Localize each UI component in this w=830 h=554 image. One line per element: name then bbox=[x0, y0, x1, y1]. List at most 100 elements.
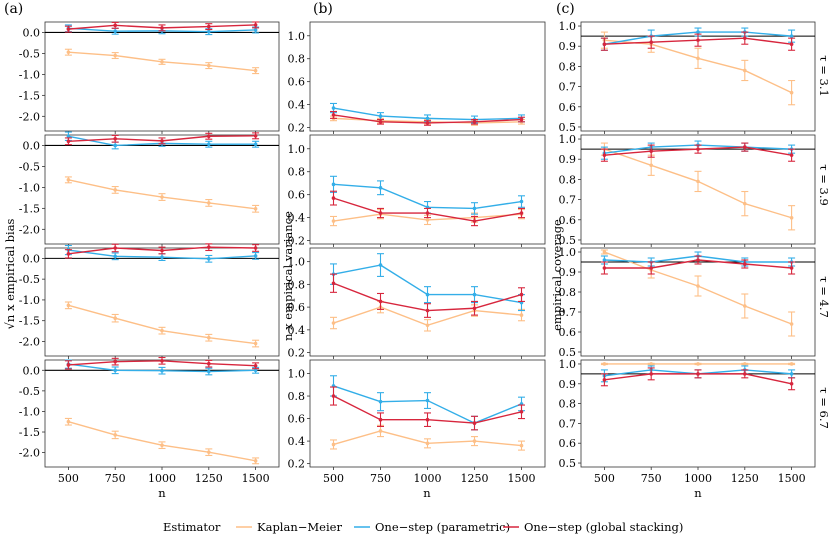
kaplan-meier-point bbox=[160, 195, 164, 199]
parametric-point bbox=[519, 199, 524, 204]
kaplan-meier-point bbox=[113, 188, 117, 192]
global-stacking-point bbox=[331, 196, 336, 200]
kaplan-meier-point bbox=[207, 63, 211, 68]
x-axis-title-a: n bbox=[158, 486, 166, 500]
column-label-b: (b) bbox=[313, 1, 333, 17]
y-tick-label: 0.6 bbox=[559, 326, 577, 339]
y-tick-label: 0.6 bbox=[288, 301, 306, 314]
global-stacking-point bbox=[472, 421, 477, 425]
y-tick-label: 0.0 bbox=[23, 252, 41, 265]
global-stacking-point bbox=[472, 219, 477, 223]
y-tick-label: -0.5 bbox=[19, 385, 40, 398]
kaplan-meier-point bbox=[425, 441, 430, 446]
global-stacking-point bbox=[113, 136, 117, 141]
x-tick-label: 1000 bbox=[148, 472, 176, 485]
parametric-point bbox=[207, 142, 211, 147]
global-stacking-point bbox=[113, 359, 117, 364]
kaplan-meier-point bbox=[602, 362, 607, 366]
x-tick-label: 1500 bbox=[242, 472, 270, 485]
global-stacking-point bbox=[743, 372, 747, 376]
global-stacking-point bbox=[425, 121, 430, 125]
y-tick-label: 0.2 bbox=[288, 458, 306, 471]
y-tick-label: 0.7 bbox=[559, 306, 577, 319]
panel-coverage-r4: 1.0 0.9 0.8 0.7 0.6 0.5 500 750 1000 1250 1500 bbox=[559, 358, 816, 485]
global-stacking-point bbox=[472, 120, 477, 124]
y-tick-label: -0.5 bbox=[19, 47, 40, 60]
y-tick-label: -0.5 bbox=[19, 273, 40, 286]
row-strip-label-4: τ = 6.7 bbox=[817, 387, 830, 429]
kaplan-meier-point bbox=[378, 429, 383, 433]
parametric-point bbox=[425, 116, 430, 121]
panels: 0.0 -0.5 -1.0 -1.5 -2.0 1.0 0.8 0.6 0.4 0.2 1.0 0.9… bbox=[19, 20, 816, 485]
y-tick-label: 0.6 bbox=[288, 76, 306, 89]
y-tick-label: 0.8 bbox=[559, 60, 577, 73]
panel-variance-r3: 1.0 0.8 0.6 0.4 0.2 bbox=[288, 247, 546, 360]
kaplan-meier-point bbox=[331, 321, 336, 325]
parametric-point bbox=[160, 368, 164, 373]
kaplan-meier-point bbox=[649, 163, 653, 168]
y-tick-label: 0.8 bbox=[288, 278, 306, 291]
global-stacking-point bbox=[696, 372, 700, 376]
global-stacking-point bbox=[743, 36, 747, 40]
global-stacking-point bbox=[696, 38, 700, 42]
parametric-point bbox=[472, 292, 477, 297]
parametric-point bbox=[602, 258, 607, 262]
kaplan-meier-point bbox=[113, 433, 117, 437]
global-stacking-point bbox=[789, 42, 794, 47]
kaplan-meier-point bbox=[519, 443, 524, 448]
y-tick-label: 0.5 bbox=[559, 121, 577, 134]
global-stacking-point bbox=[425, 417, 430, 422]
kaplan-meier-point bbox=[743, 201, 747, 206]
panel-border bbox=[309, 21, 546, 132]
column-label-a: (a) bbox=[4, 1, 23, 17]
parametric-point bbox=[425, 292, 430, 297]
y-tick-label: 0.4 bbox=[288, 324, 306, 337]
parametric-point bbox=[331, 182, 336, 187]
global-stacking-point bbox=[378, 211, 383, 215]
global-stacking-point bbox=[253, 23, 258, 27]
kaplan-meier-point bbox=[789, 215, 794, 220]
global-stacking-point bbox=[425, 308, 430, 313]
global-stacking-point bbox=[207, 24, 211, 29]
panel-variance-r2: 1.0 0.8 0.6 0.4 0.2 bbox=[288, 134, 546, 248]
global-stacking-point bbox=[789, 266, 794, 270]
global-stacking-point bbox=[66, 139, 71, 144]
kaplan-meier-point bbox=[743, 68, 747, 73]
kaplan-meier-point bbox=[66, 178, 71, 182]
y-tick-label: 0.0 bbox=[23, 139, 41, 152]
panel-coverage-r1: 1.0 0.9 0.8 0.7 0.6 0.5 bbox=[559, 20, 816, 134]
y-tick-label: 0.6 bbox=[559, 437, 577, 450]
global-stacking-point bbox=[649, 40, 653, 44]
y-tick-label: -2.0 bbox=[19, 223, 40, 236]
global-stacking-point bbox=[253, 246, 258, 250]
x-tick-label: 500 bbox=[594, 472, 615, 485]
kaplan-meier-point bbox=[253, 206, 258, 211]
parametric-point bbox=[113, 254, 117, 259]
y-tick-label: 0.9 bbox=[559, 266, 577, 279]
legend-label-kaplan-meier: Kaplan−Meier bbox=[257, 520, 342, 534]
global-stacking-point bbox=[113, 23, 117, 28]
kaplan-meier-point bbox=[66, 303, 71, 308]
panel-bias-r1: 0.0 -0.5 -1.0 -1.5 -2.0 bbox=[19, 21, 280, 134]
y-tick-label: 1.0 bbox=[288, 368, 306, 381]
kaplan-meier-point bbox=[696, 179, 700, 184]
y-tick-label: -0.5 bbox=[19, 160, 40, 173]
y-tick-label: 1.0 bbox=[559, 246, 577, 259]
panel-border bbox=[44, 134, 280, 245]
kaplan-meier-point bbox=[66, 419, 71, 424]
parametric-point bbox=[378, 263, 383, 267]
parametric-point bbox=[378, 114, 383, 118]
global-stacking-point bbox=[331, 394, 336, 398]
x-tick-label: 1250 bbox=[731, 472, 759, 485]
parametric-point bbox=[253, 254, 258, 258]
y-tick-label: -1.5 bbox=[19, 89, 40, 102]
global-stacking-point bbox=[743, 145, 747, 149]
panel-bias-r4: 0.0 -0.5 -1.0 -1.5 -2.0 500 750 1000 1250 1500 bbox=[19, 356, 280, 485]
legend-label-global-stacking: One−step (global stacking) bbox=[524, 520, 683, 534]
global-stacking-point bbox=[160, 139, 164, 143]
global-stacking-point bbox=[789, 153, 794, 157]
x-axis-title-c: n bbox=[694, 486, 702, 500]
global-stacking-point bbox=[207, 361, 211, 366]
global-stacking-point bbox=[602, 153, 607, 157]
panel-bias-r3: 0.0 -0.5 -1.0 -1.5 -2.0 bbox=[19, 243, 280, 359]
